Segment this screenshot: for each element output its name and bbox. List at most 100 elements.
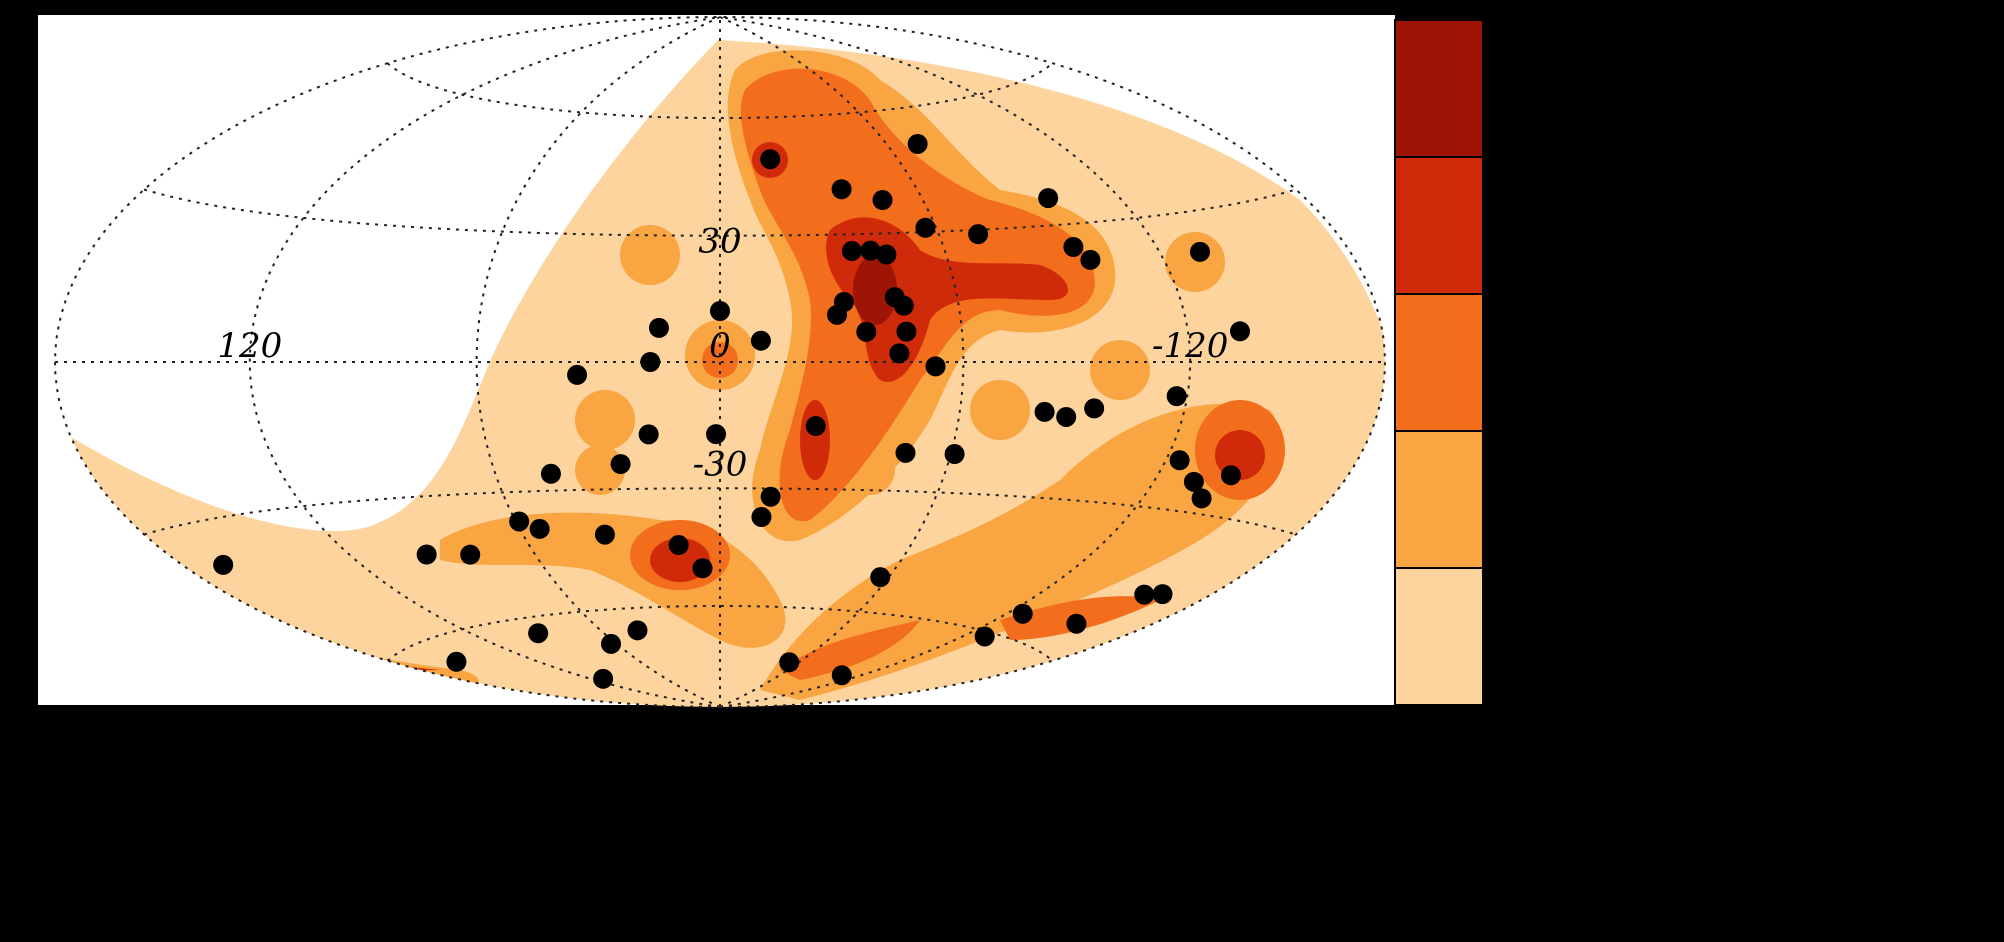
event-point (1191, 488, 1212, 509)
event-point (907, 133, 928, 154)
colorbar: 0 0.05 0.1 0.2 0.5 ∞ (1394, 0, 1565, 707)
event-point (446, 651, 467, 672)
event-point (627, 620, 648, 641)
density-contour (1165, 232, 1225, 292)
event-point (827, 304, 848, 325)
event-point (872, 190, 893, 211)
event-point (893, 295, 914, 316)
event-point (805, 416, 826, 437)
colorbar-label: ∞ (1489, 0, 1517, 22)
event-point (706, 424, 727, 445)
event-point (1056, 406, 1077, 427)
event-point (610, 454, 631, 475)
event-point (1230, 321, 1251, 342)
event-point (831, 665, 852, 686)
meridian (719, 16, 1387, 708)
event-point (760, 149, 781, 170)
density-contour (780, 620, 920, 680)
labels: 120 0 -120 30 -30 (217, 222, 1228, 485)
density-contour (575, 445, 625, 495)
density-contour (970, 380, 1030, 440)
density-contour (702, 342, 738, 378)
longitude-label: 0 (709, 326, 731, 366)
event-point (1152, 584, 1173, 605)
parallel (386, 604, 1054, 662)
event-point (1189, 241, 1210, 262)
density-contour (1090, 340, 1150, 400)
colorbar-band (1394, 567, 1484, 706)
colorbar-label: 0.05 (1489, 530, 1565, 570)
longitude-label: 120 (217, 326, 282, 366)
colorbar-label: 0 (1489, 667, 1511, 707)
event-point (1066, 613, 1087, 634)
event-point (870, 567, 891, 588)
event-point (750, 330, 771, 351)
event-point (856, 321, 877, 342)
event-point (860, 240, 881, 261)
event-point (638, 424, 659, 445)
event-point (1183, 471, 1204, 492)
event-point (1166, 386, 1187, 407)
event-point (593, 668, 614, 689)
event-point (889, 343, 910, 364)
event-point (944, 444, 965, 465)
event-point (974, 626, 995, 647)
colorbar-band (1394, 19, 1484, 158)
density-contour (760, 403, 1280, 700)
density-contour (620, 225, 680, 285)
latitude-label: 30 (698, 222, 741, 262)
colorbar-band (1394, 430, 1484, 569)
colorbar-band (1394, 156, 1484, 295)
event-point (648, 317, 669, 338)
colorbar-label: 0.5 (1489, 119, 1543, 159)
event-point (1080, 249, 1101, 270)
event-point (760, 486, 781, 507)
meridian (719, 16, 1192, 708)
event-point (640, 352, 661, 372)
event-point (601, 633, 622, 654)
event-point (779, 652, 800, 673)
event-point (213, 554, 234, 575)
event-point (509, 511, 530, 532)
colorbar-label: 0.2 (1489, 256, 1543, 296)
event-point (567, 364, 588, 385)
density-contours (180, 50, 1285, 700)
event-point (528, 623, 549, 644)
event-point (915, 217, 936, 238)
colorbar-label: 0.1 (1489, 393, 1543, 433)
latitude-label: -30 (693, 444, 748, 484)
density-contour (853, 255, 897, 325)
event-point (668, 535, 689, 556)
event-point (460, 544, 481, 565)
event-point (1034, 401, 1055, 422)
event-point (540, 463, 561, 484)
density-contour (800, 400, 830, 480)
event-point (1012, 603, 1033, 624)
parallel (386, 62, 1054, 120)
event-point (416, 544, 437, 565)
event-point (1169, 450, 1190, 471)
event-point (968, 224, 989, 245)
graticule (53, 16, 1387, 708)
points (213, 133, 1251, 689)
event-point (529, 518, 550, 539)
event-point (1084, 398, 1105, 419)
event-point (1038, 188, 1059, 209)
event-point (692, 558, 713, 579)
density-contour (575, 390, 635, 450)
event-point (1134, 584, 1155, 605)
event-point (751, 507, 772, 528)
event-point (831, 179, 852, 200)
event-point (1220, 465, 1241, 486)
event-point (896, 321, 917, 342)
event-point (594, 524, 615, 545)
event-point (1063, 236, 1084, 257)
colorbar-band (1394, 293, 1484, 432)
event-point (895, 442, 916, 463)
event-point (710, 301, 730, 322)
event-point (841, 241, 862, 262)
longitude-label: -120 (1152, 326, 1228, 366)
event-point (925, 356, 946, 377)
